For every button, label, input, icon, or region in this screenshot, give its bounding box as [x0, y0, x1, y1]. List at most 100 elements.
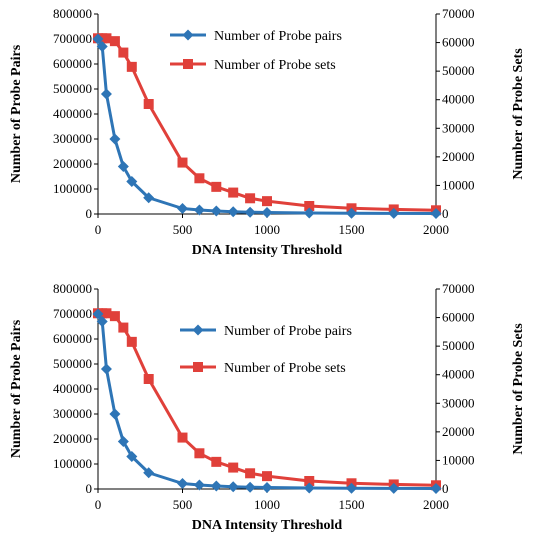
data-point-square — [228, 462, 239, 473]
y-axis-right-label: Number of Probe Sets — [511, 323, 526, 455]
data-point-square — [194, 448, 205, 459]
data-point-diamond — [193, 204, 205, 216]
y-axis-left-label: Number of Probe Pairs — [9, 319, 24, 458]
data-point-diamond — [261, 207, 273, 218]
data-point-diamond — [430, 208, 442, 219]
y-left-tick-label: 700000 — [53, 31, 92, 46]
chart-bottom: 0100000200000300000400000500000600000700… — [9, 281, 526, 533]
y-left-tick-label: 700000 — [53, 306, 92, 321]
data-point-square — [126, 336, 137, 347]
y-right-tick-label: 70000 — [442, 6, 475, 21]
data-point-diamond — [109, 133, 121, 145]
y-axis-right-label: Number of Probe Sets — [511, 48, 526, 180]
data-point-diamond — [388, 482, 400, 494]
chart-top: 0100000200000300000400000500000600000700… — [9, 6, 526, 258]
data-point-square — [304, 476, 315, 486]
series-line — [96, 313, 437, 490]
data-point-diamond — [96, 41, 108, 52]
data-point-diamond — [126, 451, 138, 462]
x-tick-label: 1500 — [339, 222, 365, 237]
data-point-diamond — [227, 481, 239, 493]
y-right-tick-label: 0 — [442, 481, 449, 496]
data-point-diamond — [193, 479, 205, 491]
data-point-square — [262, 196, 272, 207]
y-right-tick-label: 20000 — [442, 149, 475, 164]
data-point-diamond — [117, 161, 129, 172]
y-right-tick-label: 30000 — [442, 120, 475, 135]
y-left-tick-label: 500000 — [53, 356, 92, 371]
y-right-tick-label: 60000 — [442, 35, 475, 50]
data-point-square — [109, 311, 120, 322]
data-point-square — [304, 201, 315, 211]
y-left-tick-label: 0 — [86, 481, 93, 496]
series-line — [98, 311, 437, 487]
data-point-square — [194, 173, 205, 184]
data-point-diamond — [210, 480, 222, 492]
y-axis-left-label: Number of Probe Pairs — [9, 44, 24, 183]
legend-marker-diamond — [192, 324, 204, 336]
x-tick-label: 500 — [173, 497, 193, 512]
x-axis-label: DNA Intensity Threshold — [192, 243, 343, 258]
y-right-tick-label: 30000 — [442, 395, 475, 410]
y-right-tick-label: 70000 — [442, 281, 475, 296]
data-point-diamond — [143, 467, 155, 479]
data-point-square — [109, 36, 120, 47]
y-left-tick-label: 800000 — [53, 6, 92, 21]
data-point-diamond — [92, 308, 104, 320]
y-left-tick-label: 600000 — [53, 331, 92, 346]
data-point-diamond — [100, 88, 112, 100]
y-right-tick-label: 10000 — [442, 452, 475, 467]
data-point-diamond — [261, 482, 273, 493]
data-point-diamond — [109, 408, 121, 420]
data-point-diamond — [177, 203, 188, 214]
x-tick-label: 500 — [173, 222, 193, 237]
y-left-tick-label: 600000 — [53, 56, 92, 71]
legend-marker-diamond — [182, 29, 194, 41]
data-point-diamond — [227, 206, 239, 218]
data-point-square — [143, 374, 154, 384]
data-point-diamond — [388, 207, 400, 219]
legend-label: Number of Probe pairs — [214, 29, 342, 44]
y-left-tick-label: 100000 — [53, 456, 92, 471]
legend-label: Number of Probe sets — [214, 58, 336, 73]
data-point-square — [126, 61, 137, 72]
x-tick-label: 1000 — [254, 497, 280, 512]
data-point-diamond — [210, 205, 222, 217]
data-point-diamond — [117, 436, 129, 447]
y-left-tick-label: 200000 — [53, 156, 92, 171]
data-point-diamond — [303, 482, 315, 494]
data-point-square — [101, 33, 112, 44]
x-axis-label: DNA Intensity Threshold — [192, 518, 343, 533]
data-point-square — [211, 456, 222, 467]
data-point-diamond — [244, 206, 256, 218]
y-left-tick-label: 0 — [86, 206, 93, 221]
x-tick-label: 2000 — [423, 497, 449, 512]
data-point-square — [245, 193, 256, 204]
data-point-square — [177, 157, 188, 168]
data-point-square — [177, 432, 188, 443]
y-right-tick-label: 40000 — [442, 92, 475, 107]
legend-marker-square — [193, 362, 203, 372]
x-tick-label: 1000 — [254, 222, 280, 237]
y-right-tick-label: 50000 — [442, 63, 475, 78]
data-point-diamond — [96, 316, 108, 327]
y-left-tick-label: 300000 — [53, 406, 92, 421]
data-point-diamond — [346, 482, 357, 494]
x-tick-label: 1500 — [339, 497, 365, 512]
data-point-square — [143, 99, 154, 109]
y-right-tick-label: 40000 — [442, 367, 475, 382]
data-point-square — [262, 471, 272, 482]
y-right-tick-label: 20000 — [442, 424, 475, 439]
data-point-diamond — [430, 483, 442, 494]
data-point-diamond — [100, 363, 112, 375]
data-point-diamond — [143, 192, 155, 204]
y-left-tick-label: 200000 — [53, 431, 92, 446]
data-point-square — [211, 181, 222, 192]
y-right-tick-label: 50000 — [442, 338, 475, 353]
legend-label: Number of Probe sets — [224, 361, 346, 376]
y-left-tick-label: 100000 — [53, 181, 92, 196]
y-right-tick-label: 0 — [442, 206, 449, 221]
y-left-tick-label: 400000 — [53, 106, 92, 121]
data-point-diamond — [92, 33, 104, 45]
